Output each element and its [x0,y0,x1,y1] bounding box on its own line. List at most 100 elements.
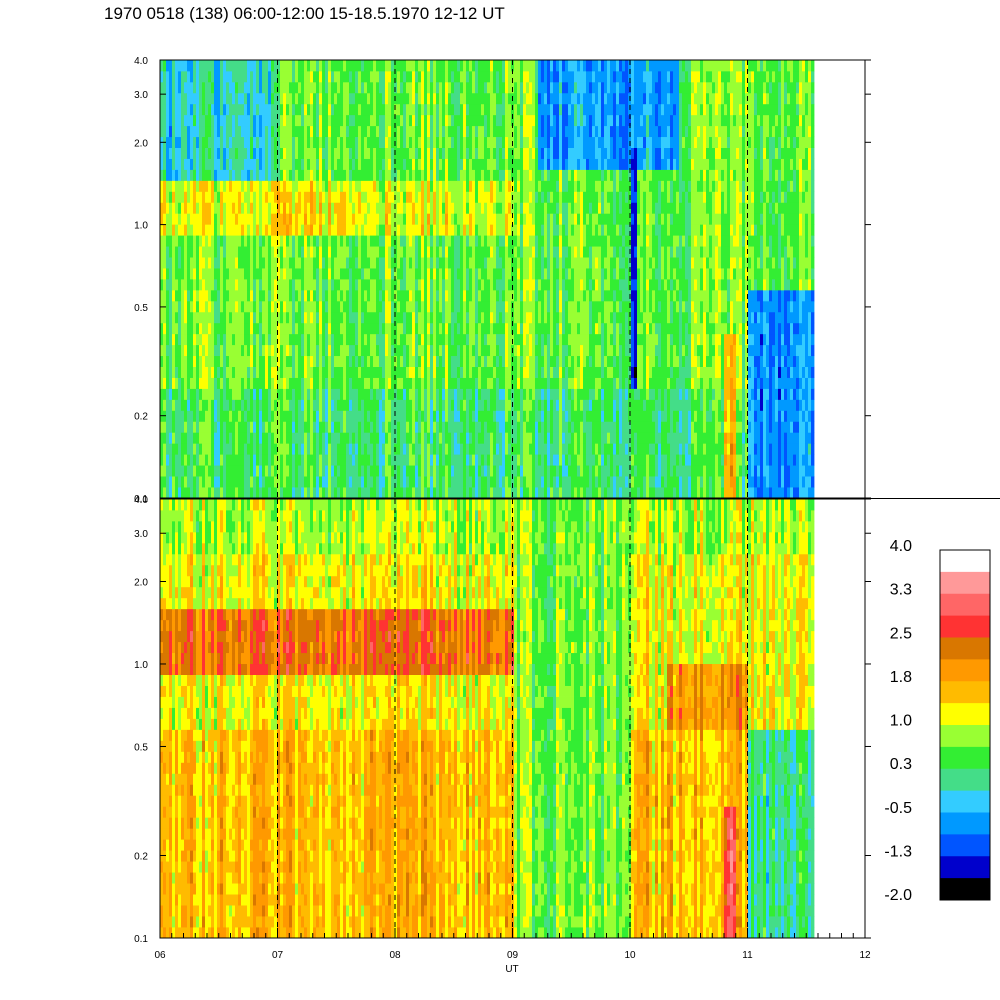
heatmap-cell [163,344,167,357]
heatmap-cell [340,300,344,313]
heatmap-cell [490,147,494,159]
heatmap-cell [205,158,209,170]
heatmap-cell [325,322,329,335]
heatmap-cell [280,311,284,324]
heatmap-cell [319,180,323,192]
heatmap-cell [487,92,491,105]
heatmap-cell [490,322,494,335]
heatmap-cell [259,125,263,138]
heatmap-cell [334,81,338,94]
heatmap-cell [247,333,251,346]
heatmap-cell [358,191,362,203]
heatmap-cell [280,432,284,444]
heatmap-cell [388,322,392,335]
heatmap-cell [175,147,179,159]
heatmap-cell [172,487,176,498]
heatmap-cell [460,213,464,225]
heatmap-cell [529,202,533,214]
heatmap-cell [508,300,512,313]
heatmap-cell [496,257,500,269]
heatmap-cell [529,158,533,170]
heatmap-cell [433,476,437,488]
heatmap-cell [403,224,407,236]
heatmap-cell [469,399,473,411]
heatmap-cell [343,92,347,105]
heatmap-cell [451,366,455,378]
heatmap-cell [508,114,512,127]
heatmap-cell [301,465,305,477]
heatmap-cell [238,366,242,378]
heatmap-cell [499,92,503,105]
heatmap-cell [436,443,440,455]
heatmap-cell [340,60,344,72]
heatmap-cell [286,465,290,477]
heatmap-cell [373,311,377,324]
heatmap-cell [457,388,461,400]
heatmap-cell [526,70,530,83]
heatmap-cell [475,279,479,291]
heatmap-cell [445,202,449,214]
heatmap-cell [370,60,374,72]
heatmap-cell [343,246,347,258]
heatmap-cell [256,169,260,181]
heatmap-cell [523,311,527,324]
heatmap-cell [520,246,524,258]
heatmap-cell [172,268,176,280]
heatmap-cell [184,147,188,159]
heatmap-cell [400,125,404,138]
heatmap-cell [361,344,365,357]
heatmap-cell [229,92,233,105]
heatmap-cell [382,344,386,357]
heatmap-cell [289,136,293,148]
heatmap-cell [211,103,215,116]
heatmap-cell [367,257,371,269]
heatmap-cell [403,421,407,433]
heatmap-cell [304,421,308,433]
heatmap-cell [334,235,338,247]
heatmap-cell [475,322,479,335]
heatmap-cell [388,70,392,83]
heatmap-cell [454,60,458,72]
heatmap-cell [442,421,446,433]
heatmap-cell [376,202,380,214]
heatmap-cell [406,70,410,83]
heatmap-cell [511,158,515,170]
heatmap-cell [223,476,227,488]
heatmap-cell [355,147,359,159]
heatmap-cell [433,377,437,389]
heatmap-cell [202,432,206,444]
heatmap-cell [256,344,260,357]
heatmap-cell [376,322,380,335]
heatmap-cell [181,333,185,346]
heatmap-cell [202,344,206,357]
heatmap-cell [466,443,470,455]
heatmap-cell [508,202,512,214]
heatmap-cell [193,180,197,192]
heatmap-cell [358,421,362,433]
heatmap-cell [277,289,281,302]
heatmap-cell [394,432,398,444]
heatmap-cell [370,355,374,367]
heatmap-cell [355,257,359,269]
heatmap-cell [181,454,185,466]
heatmap-cell [529,410,533,422]
heatmap-cell [520,311,524,324]
heatmap-cell [235,224,239,236]
heatmap-cell [406,213,410,225]
heatmap-cell [226,454,230,466]
heatmap-cell [235,344,239,357]
heatmap-cell [238,399,242,411]
heatmap-cell [475,202,479,214]
heatmap-cell [283,70,287,83]
heatmap-cell [352,136,356,148]
heatmap-cell [301,322,305,335]
heatmap-cell [367,213,371,225]
heatmap-cell [310,279,314,291]
heatmap-cell [526,388,530,400]
heatmap-cell [184,257,188,269]
heatmap-cell [277,279,281,291]
heatmap-cell [388,246,392,258]
heatmap-cell [379,180,383,192]
heatmap-cell [232,147,236,159]
heatmap-cell [370,81,374,94]
